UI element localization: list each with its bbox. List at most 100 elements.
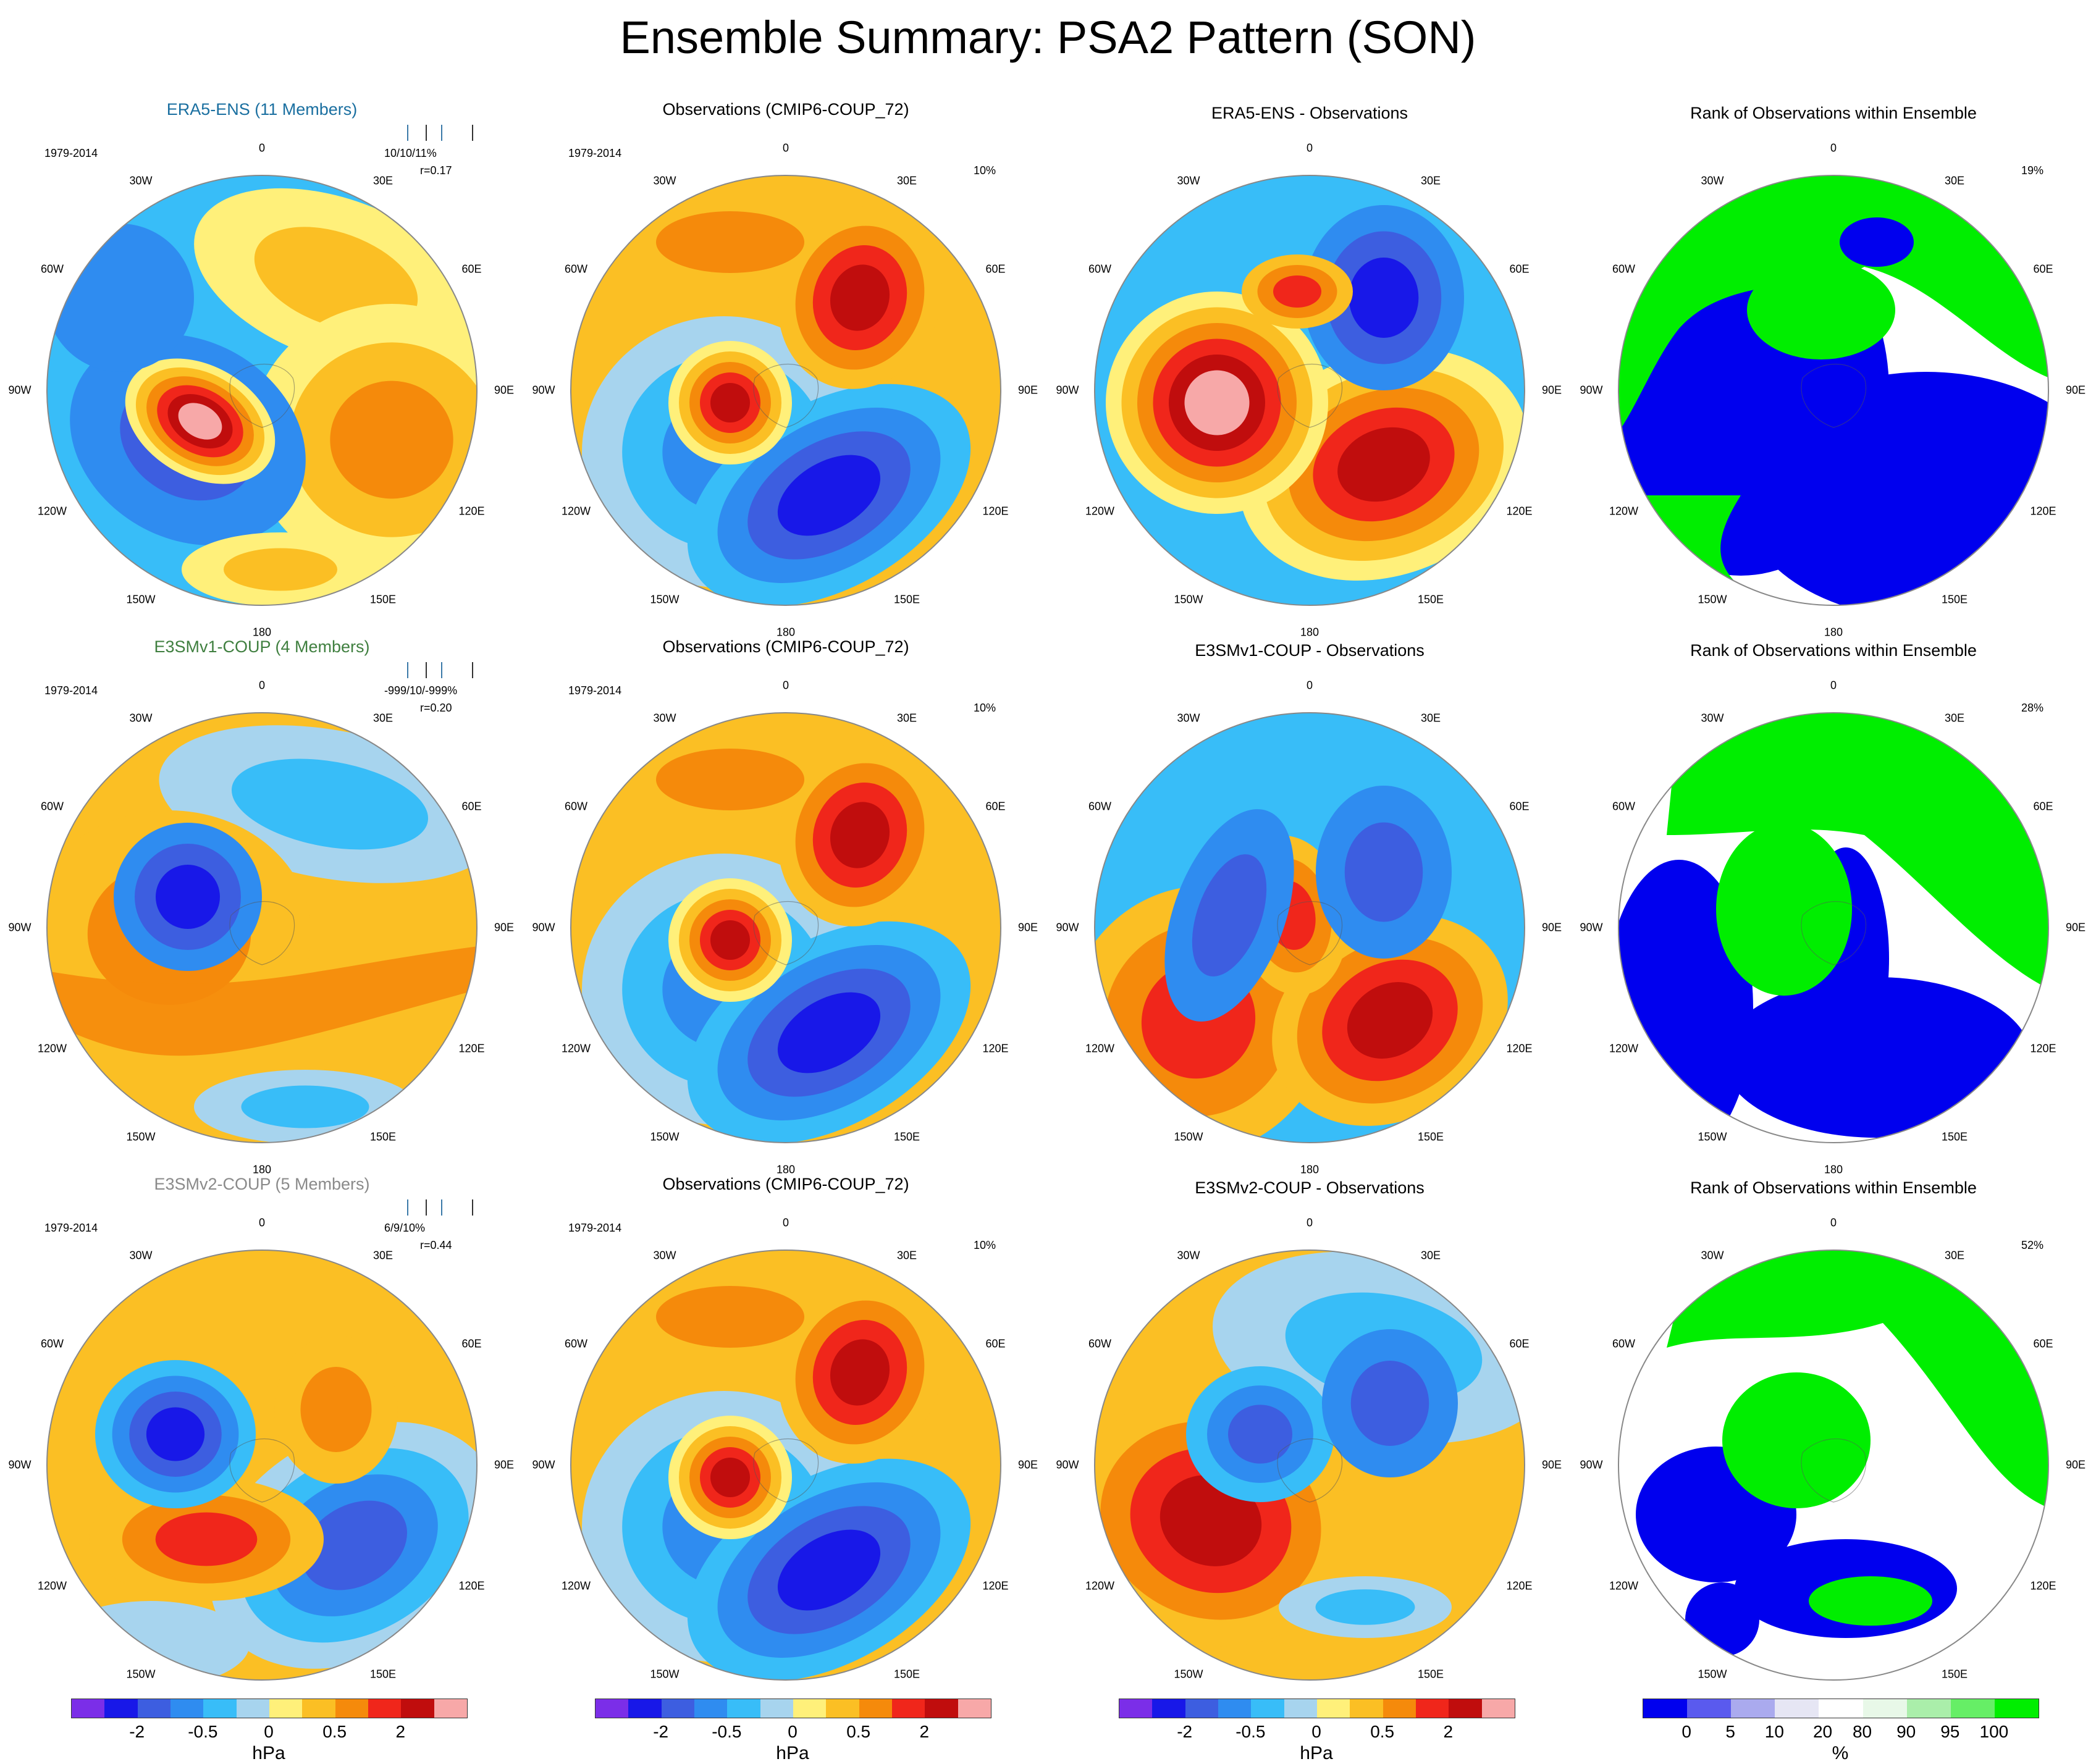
rank-percent-label: 19%	[2021, 164, 2044, 177]
colorbar-swatch	[596, 1699, 629, 1718]
colorbar-swatch	[1862, 1699, 1907, 1718]
variance-label: 10%	[974, 1239, 996, 1251]
observation-panel: Observations (CMIP6-COUP_72) 1979-2014 10%…	[524, 1167, 1048, 1713]
longitude-label: 30E	[1944, 712, 1965, 724]
longitude-label: 60E	[461, 262, 482, 275]
colorbar-swatch	[694, 1699, 728, 1718]
colorbar-swatch	[434, 1699, 467, 1718]
colorbar-swatch	[401, 1699, 434, 1718]
variance-label: 10%	[974, 164, 996, 177]
longitude-label: 90W	[1580, 921, 1603, 934]
difference-pattern-map	[1094, 175, 1525, 606]
longitude-label: 180	[252, 626, 272, 639]
longitude-label: 150W	[1174, 1130, 1203, 1143]
rank-panel: Rank of Observations within Ensemble 19% 0…	[1572, 93, 2095, 639]
colorbar-swatch	[1481, 1699, 1515, 1718]
longitude-label: 120E	[458, 1042, 485, 1055]
longitude-label: 120E	[1506, 1042, 1533, 1055]
period-label: 1979-2014	[44, 684, 98, 697]
rank-colorbar	[1643, 1699, 2039, 1718]
longitude-label: 0	[1830, 141, 1837, 154]
colorbar-swatch	[859, 1699, 892, 1718]
longitude-label: 30W	[653, 712, 676, 724]
observation-panel: Observations (CMIP6-COUP_72) 1979-2014 10%…	[524, 93, 1048, 639]
panel-title: Observations (CMIP6-COUP_72)	[662, 1175, 909, 1193]
colorbar-swatch	[170, 1699, 204, 1718]
longitude-label: 0	[782, 141, 789, 154]
longitude-label: 120W	[1609, 1042, 1639, 1055]
variance-label: 10%	[974, 702, 996, 714]
colorbar-swatch	[958, 1699, 991, 1718]
longitude-label: 150W	[1698, 1130, 1727, 1143]
longitude-label: 90E	[2065, 1458, 2086, 1471]
longitude-label: 150W	[126, 1668, 156, 1681]
colorbar-swatch	[661, 1699, 694, 1718]
longitude-label: 180	[1300, 626, 1319, 639]
colorbar-tick-label: -2	[129, 1722, 145, 1741]
colorbar-swatch	[925, 1699, 958, 1718]
colorbar-ticks: 0 5 10 20 80 90 95 100	[1643, 1722, 2038, 1743]
longitude-label: 0	[1306, 1216, 1313, 1229]
longitude-label: 60W	[1088, 800, 1112, 813]
longitude-label: 30E	[896, 1249, 917, 1262]
period-label: 1979-2014	[568, 1222, 622, 1234]
colorbar-swatch	[1284, 1699, 1317, 1718]
rank-panel: Rank of Observations within Ensemble 52% 0…	[1572, 1167, 2095, 1713]
longitude-label: 120E	[982, 1042, 1009, 1055]
longitude-label: 30W	[1701, 1249, 1724, 1262]
difference-pattern-map	[1094, 1250, 1525, 1681]
longitude-label: 180	[776, 626, 796, 639]
longitude-label: 150E	[1417, 1668, 1444, 1681]
longitude-label: 60E	[2033, 800, 2053, 813]
longitude-label: 30E	[372, 174, 394, 187]
longitude-label: 60W	[1088, 262, 1112, 275]
longitude-label: 0	[258, 1216, 266, 1229]
colorbar-swatch	[628, 1699, 662, 1718]
longitude-label: 60W	[565, 262, 588, 275]
colorbar-swatch	[1906, 1699, 1951, 1718]
hpa-colorbar-2	[595, 1699, 991, 1718]
colorbar-ticks: -2 -0.5 0 0.5 2	[1119, 1722, 1514, 1743]
longitude-label: 90W	[8, 921, 32, 934]
longitude-label: 120E	[2030, 1579, 2056, 1592]
colorbar-swatch	[1731, 1699, 1775, 1718]
colorbar-swatch	[1185, 1699, 1218, 1718]
colorbar-tick-label: 20	[1812, 1722, 1833, 1741]
colorbar-swatch	[1994, 1699, 2039, 1718]
longitude-label: 120E	[458, 505, 485, 518]
longitude-label: 150E	[893, 1668, 920, 1681]
model-pattern-map	[46, 175, 478, 606]
longitude-label: 90E	[1541, 1458, 1562, 1471]
longitude-label: 0	[1830, 1216, 1837, 1229]
longitude-label: 30E	[372, 712, 394, 724]
longitude-label: 90W	[1056, 1458, 1079, 1471]
panel-title: Observations (CMIP6-COUP_72)	[662, 100, 909, 119]
longitude-label: 120W	[1085, 1579, 1115, 1592]
member-spread-bars	[407, 1199, 473, 1216]
longitude-label: 60E	[461, 1337, 482, 1350]
longitude-label: 60W	[41, 262, 64, 275]
longitude-label: 150W	[126, 593, 156, 606]
longitude-label: 150W	[1174, 593, 1203, 606]
colorbar-tick-label: 80	[1852, 1722, 1872, 1741]
stats-label: 6/9/10%	[384, 1222, 426, 1234]
colorbar-swatch	[1643, 1699, 1688, 1718]
colorbar-ticks: -2 -0.5 0 0.5 2	[71, 1722, 466, 1743]
colorbar-tick-label: -0.5	[712, 1722, 742, 1741]
longitude-label: 30E	[1420, 712, 1441, 724]
colorbar-swatch	[1350, 1699, 1383, 1718]
longitude-label: 150E	[1941, 1668, 1968, 1681]
colorbar-swatch	[236, 1699, 269, 1718]
colorbar-tick-label: 5	[1725, 1722, 1736, 1741]
colorbar-tick-label: 0	[264, 1722, 274, 1741]
page-title: Ensemble Summary: PSA2 Pattern (SON)	[620, 12, 1476, 63]
longitude-label: 90W	[8, 384, 32, 397]
period-label: 1979-2014	[568, 147, 622, 159]
colorbar-swatch	[1316, 1699, 1350, 1718]
colorbar-swatch	[1775, 1699, 1819, 1718]
colorbar-tick-label: 0.5	[1370, 1722, 1395, 1741]
longitude-label: 150E	[369, 1130, 397, 1143]
longitude-label: 30W	[129, 712, 153, 724]
colorbar-swatch	[1415, 1699, 1449, 1718]
longitude-label: 150W	[126, 1130, 156, 1143]
